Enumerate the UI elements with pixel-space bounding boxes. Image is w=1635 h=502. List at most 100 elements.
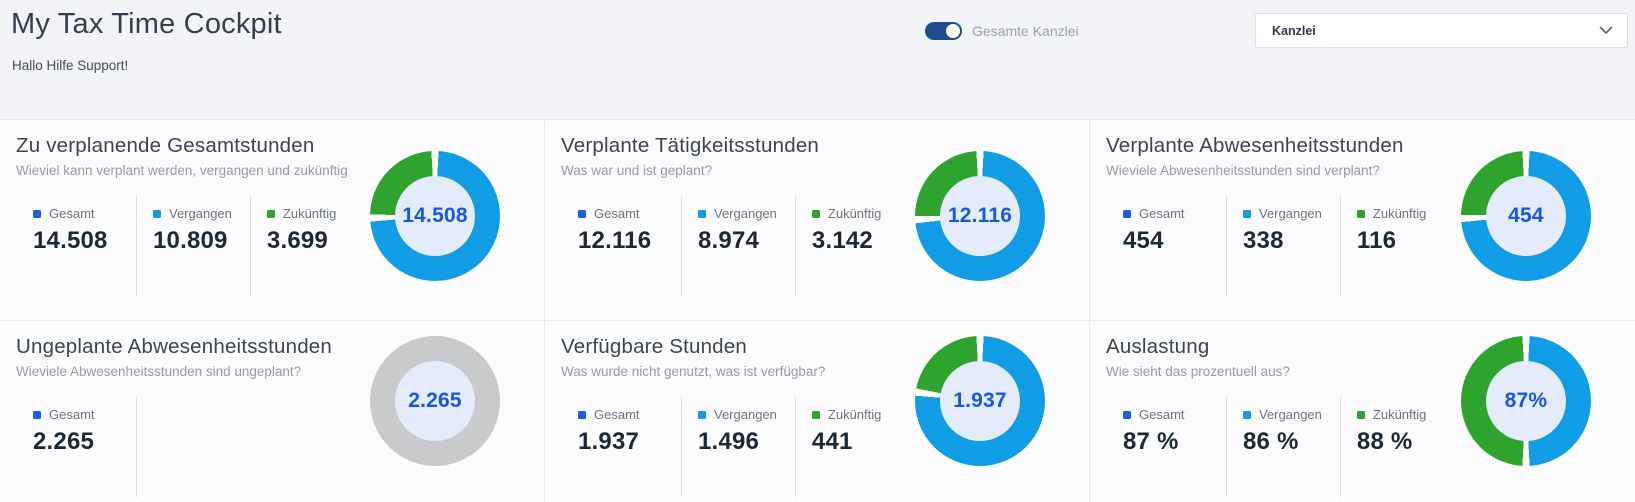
stat-label: Gesamt [594, 407, 640, 422]
donut-chart: 1.937 [915, 336, 1045, 466]
legend-swatch-icon [698, 410, 706, 419]
legend-swatch-icon [1123, 209, 1131, 218]
legend-swatch-icon [698, 209, 706, 218]
stat-block: Vergangen 1.496 [682, 397, 796, 497]
stat-value: 3.142 [811, 227, 873, 254]
stat-label: Vergangen [1259, 206, 1322, 221]
donut-center-value: 2.265 [408, 389, 462, 412]
stat-block: Gesamt 1.937 [578, 397, 682, 497]
legend-swatch-icon [811, 209, 820, 218]
stat-block: Vergangen 86 % [1227, 397, 1341, 497]
stat-label: Vergangen [714, 407, 777, 422]
card-title: Ungeplante Abwesenheitsstunden [16, 335, 333, 358]
stat-label: Zukünftig [827, 407, 882, 422]
stat-label: Zukünftig [282, 206, 337, 221]
card-subtitle: Wieviele Abwesenheitsstunden sind ungepl… [16, 364, 302, 379]
stat-block: Vergangen 10.809 [137, 196, 251, 296]
stat-legend: Gesamt [1123, 407, 1208, 422]
donut-center-value: 14.508 [402, 204, 468, 227]
chevron-down-icon [1599, 26, 1613, 34]
donut-hole: 1.937 [940, 361, 1020, 441]
legend-swatch-icon [1243, 410, 1251, 419]
stat-legend: Vergangen [698, 407, 777, 422]
stat-block: Vergangen 338 [1227, 196, 1341, 296]
card-subtitle: Wie sieht das prozentuell aus? [1106, 364, 1290, 379]
stat-legend: Gesamt [33, 206, 118, 221]
donut-chart: 454 [1461, 151, 1591, 281]
stat-label: Zukünftig [1372, 407, 1427, 422]
stat-legend: Gesamt [33, 407, 118, 422]
stat-block: Gesamt 14.508 [33, 196, 137, 296]
stat-label: Gesamt [49, 407, 95, 422]
card-stats: Gesamt 12.116 Vergangen 8.974 Zukünftig … [578, 196, 1089, 296]
stat-label: Vergangen [169, 206, 232, 221]
stat-legend: Zukünftig [266, 206, 337, 221]
legend-swatch-icon [1356, 410, 1365, 419]
donut-chart: 2.265 [370, 336, 500, 466]
stat-block: Gesamt 87 % [1123, 397, 1227, 497]
legend-swatch-icon [578, 209, 586, 218]
stat-block: Zukünftig 3.699 [251, 196, 355, 296]
stat-value: 87 % [1123, 428, 1179, 455]
stat-block: Vergangen 8.974 [682, 196, 796, 296]
stat-label: Vergangen [1259, 407, 1322, 422]
stat-legend: Gesamt [578, 206, 663, 221]
kpi-card-grid: Zu verplanende Gesamtstunden Wieviel kan… [0, 119, 1635, 502]
gesamte-kanzlei-toggle[interactable] [925, 22, 962, 40]
stat-block: Zukünftig 3.142 [796, 196, 900, 296]
stat-legend: Zukünftig [1356, 206, 1427, 221]
stat-value: 1.937 [578, 428, 640, 455]
stat-value: 1.496 [698, 428, 760, 455]
stat-legend: Zukünftig [1356, 407, 1427, 422]
toggle-knob-icon [946, 24, 960, 38]
donut-center-value: 87% [1504, 389, 1548, 412]
stat-label: Gesamt [1139, 206, 1185, 221]
donut-hole: 14.508 [395, 176, 475, 256]
legend-swatch-icon [33, 410, 41, 419]
card-subtitle: Was wurde nicht genutzt, was ist verfügb… [561, 364, 826, 379]
stat-label: Vergangen [714, 206, 777, 221]
stat-block: Zukünftig 88 % [1341, 397, 1445, 497]
stat-value: 2.265 [33, 428, 95, 455]
card-subtitle: Was war und ist geplant? [561, 163, 713, 178]
legend-swatch-icon [1243, 209, 1251, 218]
toggle-label: Gesamte Kanzlei [972, 23, 1079, 39]
stat-label: Gesamt [594, 206, 640, 221]
donut-hole: 87% [1486, 361, 1566, 441]
stat-block: Gesamt 454 [1123, 196, 1227, 296]
donut-chart: 87% [1461, 336, 1591, 466]
donut-center-value: 454 [1508, 204, 1544, 227]
stat-value: 86 % [1243, 428, 1299, 455]
scope-toggle-group: Gesamte Kanzlei [925, 22, 1079, 40]
card-title: Verfügbare Stunden [561, 335, 747, 358]
card-stats: Gesamt 1.937 Vergangen 1.496 Zukünftig 4… [578, 397, 1089, 497]
legend-swatch-icon [811, 410, 820, 419]
donut-center-value: 12.116 [947, 204, 1013, 227]
donut-chart: 12.116 [915, 151, 1045, 281]
stat-value: 3.699 [266, 227, 328, 254]
donut-center-value: 1.937 [953, 389, 1007, 412]
kpi-card: Verplante Abwesenheitsstunden Wieviele A… [1090, 120, 1635, 321]
legend-swatch-icon [1123, 410, 1131, 419]
legend-swatch-icon [1356, 209, 1365, 218]
kanzlei-dropdown[interactable]: Kanzlei [1255, 13, 1628, 48]
stat-legend: Zukünftig [811, 206, 882, 221]
legend-swatch-icon [153, 209, 161, 218]
stat-label: Gesamt [1139, 407, 1185, 422]
kpi-card: Verfügbare Stunden Was wurde nicht genut… [545, 321, 1090, 502]
page-title: My Tax Time Cockpit [11, 8, 282, 40]
stat-value: 8.974 [698, 227, 760, 254]
stat-legend: Zukünftig [811, 407, 882, 422]
card-stats: Gesamt 2.265 [33, 397, 544, 497]
card-stats: Gesamt 14.508 Vergangen 10.809 Zukünftig… [33, 196, 544, 296]
stat-label: Zukünftig [827, 206, 882, 221]
card-stats: Gesamt 454 Vergangen 338 Zukünftig 116 [1123, 196, 1635, 296]
stat-label: Zukünftig [1372, 206, 1427, 221]
legend-swatch-icon [578, 410, 586, 419]
card-stats: Gesamt 87 % Vergangen 86 % Zukünftig 88 … [1123, 397, 1635, 497]
kpi-card: Auslastung Wie sieht das prozentuell aus… [1090, 321, 1635, 502]
stat-value: 441 [811, 428, 853, 455]
stat-legend: Gesamt [578, 407, 663, 422]
card-title: Auslastung [1106, 335, 1210, 358]
stat-value: 88 % [1356, 428, 1413, 455]
